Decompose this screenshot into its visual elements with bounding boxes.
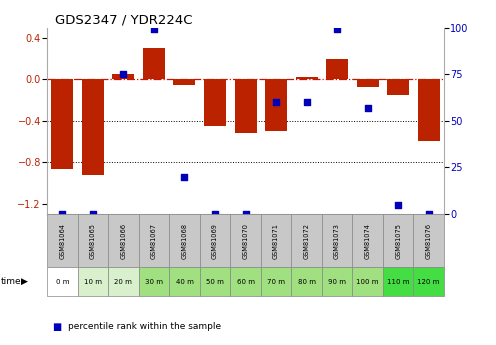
Text: 50 m: 50 m: [206, 278, 224, 285]
Bar: [108, 214, 139, 267]
Text: GSM81069: GSM81069: [212, 223, 218, 258]
Text: 10 m: 10 m: [84, 278, 102, 285]
Point: [89, 211, 97, 217]
Bar: [326, 59, 348, 79]
Point: [211, 211, 219, 217]
Text: percentile rank within the sample: percentile rank within the sample: [68, 322, 221, 331]
Text: GSM81068: GSM81068: [182, 223, 187, 259]
Bar: [235, 79, 256, 133]
Bar: [200, 267, 230, 296]
Point: [59, 211, 66, 217]
Bar: [113, 74, 134, 79]
Text: GSM81075: GSM81075: [395, 223, 401, 259]
Bar: [261, 267, 291, 296]
Text: GSM81071: GSM81071: [273, 223, 279, 258]
Bar: [169, 267, 200, 296]
Point: [120, 71, 127, 77]
Bar: [204, 79, 226, 126]
Bar: [383, 267, 413, 296]
Text: 0 m: 0 m: [56, 278, 69, 285]
Bar: [357, 79, 378, 87]
Text: GSM81074: GSM81074: [365, 223, 371, 259]
Bar: [322, 267, 352, 296]
Text: 40 m: 40 m: [176, 278, 193, 285]
Bar: [108, 267, 139, 296]
Text: ▶: ▶: [21, 277, 28, 286]
Bar: [413, 267, 444, 296]
Text: GSM81065: GSM81065: [90, 223, 96, 259]
Text: 60 m: 60 m: [237, 278, 254, 285]
Text: GSM81072: GSM81072: [304, 223, 310, 259]
Point: [272, 99, 280, 105]
Bar: [139, 267, 169, 296]
Bar: [200, 214, 230, 267]
Bar: [352, 214, 383, 267]
Text: 90 m: 90 m: [328, 278, 346, 285]
Bar: [78, 267, 108, 296]
Bar: [352, 267, 383, 296]
Bar: [387, 79, 409, 95]
Text: GSM81076: GSM81076: [426, 223, 432, 259]
Point: [364, 105, 372, 110]
Point: [242, 211, 249, 217]
Bar: [296, 77, 317, 79]
Text: 110 m: 110 m: [387, 278, 409, 285]
Point: [394, 202, 402, 207]
Bar: [143, 48, 165, 79]
Text: 70 m: 70 m: [267, 278, 285, 285]
Bar: [169, 214, 200, 267]
Bar: [47, 214, 78, 267]
Text: 80 m: 80 m: [298, 278, 315, 285]
Point: [181, 174, 188, 179]
Bar: [418, 79, 439, 141]
Text: GSM81073: GSM81073: [334, 223, 340, 258]
Bar: [78, 214, 108, 267]
Point: [150, 27, 158, 32]
Bar: [265, 79, 287, 131]
Point: [333, 27, 341, 32]
Text: GSM81070: GSM81070: [243, 223, 248, 259]
Text: time: time: [1, 277, 22, 286]
Bar: [82, 79, 104, 175]
Text: ■: ■: [52, 344, 62, 345]
Text: 30 m: 30 m: [145, 278, 163, 285]
Bar: [291, 214, 322, 267]
Bar: [413, 214, 444, 267]
Bar: [47, 267, 78, 296]
Text: 100 m: 100 m: [356, 278, 379, 285]
Text: GSM81067: GSM81067: [151, 223, 157, 259]
Bar: [261, 214, 291, 267]
Bar: [174, 79, 195, 85]
Point: [425, 211, 433, 217]
Text: 120 m: 120 m: [418, 278, 440, 285]
Bar: [383, 214, 413, 267]
Bar: [230, 214, 261, 267]
Bar: [52, 79, 73, 169]
Text: GSM81066: GSM81066: [121, 223, 126, 259]
Point: [303, 99, 310, 105]
Text: 20 m: 20 m: [115, 278, 132, 285]
Text: GDS2347 / YDR224C: GDS2347 / YDR224C: [55, 13, 192, 27]
Bar: [230, 267, 261, 296]
Bar: [139, 214, 169, 267]
Text: ■: ■: [52, 322, 62, 332]
Bar: [322, 214, 352, 267]
Text: GSM81064: GSM81064: [60, 223, 65, 259]
Bar: [291, 267, 322, 296]
